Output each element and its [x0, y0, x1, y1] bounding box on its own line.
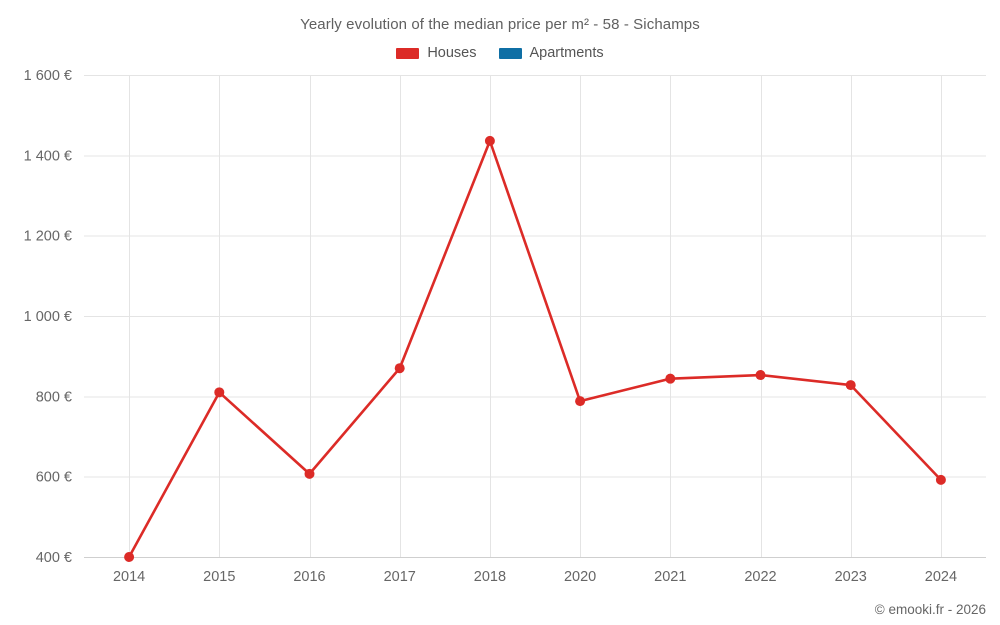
data-point-houses[interactable] [665, 373, 676, 384]
legend-label-apartments: Apartments [529, 45, 604, 61]
legend-swatch-houses [396, 47, 420, 59]
data-point-houses[interactable] [935, 474, 946, 485]
legend-label-houses: Houses [427, 45, 477, 61]
y-tick-label: 1 000 € [24, 309, 72, 325]
x-tick-label: 2020 [564, 569, 596, 585]
chart-legend: Houses Apartments [0, 45, 1000, 61]
data-point-houses[interactable] [304, 468, 315, 479]
data-point-houses[interactable] [755, 370, 766, 381]
data-point-houses[interactable] [845, 380, 856, 391]
legend-swatch-apartments [498, 47, 522, 59]
y-tick-label: 400 € [36, 550, 72, 566]
data-point-houses[interactable] [575, 396, 586, 407]
legend-item-houses[interactable]: Houses [396, 45, 477, 61]
data-point-houses[interactable] [214, 387, 225, 398]
y-tick-label: 1 600 € [24, 68, 72, 84]
y-tick-label: 1 400 € [24, 148, 72, 164]
x-tick-label: 2017 [384, 569, 416, 585]
y-tick-label: 800 € [36, 389, 72, 405]
y-tick-label: 1 200 € [24, 229, 72, 245]
data-point-houses[interactable] [124, 552, 135, 562]
series-line-houses [127, 139, 943, 559]
data-point-houses[interactable] [484, 135, 495, 146]
y-tick-label: 600 € [36, 470, 72, 486]
x-tick-label: 2016 [293, 569, 325, 585]
data-point-houses[interactable] [394, 363, 405, 374]
x-tick-label: 2014 [113, 569, 145, 585]
x-tick-label: 2021 [654, 569, 686, 585]
x-tick-label: 2022 [744, 569, 776, 585]
x-tick-label: 2015 [203, 569, 235, 585]
x-tick-label: 2024 [925, 569, 957, 585]
chart-title: Yearly evolution of the median price per… [300, 16, 700, 33]
x-tick-label: 2023 [835, 569, 867, 585]
legend-item-apartments[interactable]: Apartments [498, 45, 604, 61]
credit-text: © emooki.fr - 2026 [874, 602, 986, 617]
x-tick-label: 2018 [474, 569, 506, 585]
